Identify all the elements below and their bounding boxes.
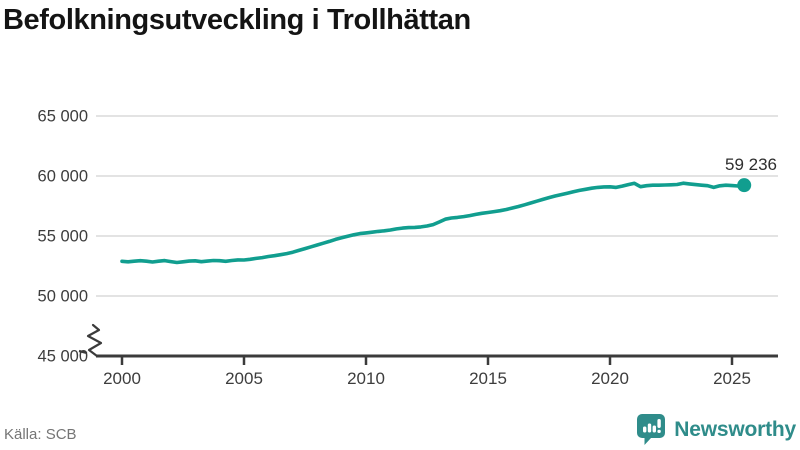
newsworthy-bars-speech-bubble-icon: [637, 414, 666, 445]
axis-break-icon: [86, 323, 103, 358]
x-axis-label: 2015: [469, 369, 507, 388]
data-line: [120, 181, 747, 265]
x-axis-label: 2000: [103, 369, 141, 388]
y-axis-label: 55 000: [38, 228, 88, 246]
y-axis-label: 60 000: [38, 168, 88, 186]
axis-break-stub: [78, 349, 88, 355]
x-axis-label: 2005: [225, 369, 263, 388]
end-point-marker: [737, 178, 752, 193]
x-axis-label: 2020: [591, 369, 629, 388]
x-axis-label: 2025: [713, 369, 751, 388]
population-line-chart: 45 000 50 000 55 000 60 000 65 000 2000 2005 20…: [38, 108, 778, 388]
newsworthy-logo: Newsworthy: [637, 414, 796, 445]
x-axis-label: 2010: [347, 369, 385, 388]
last-value-annotation: 59 236: [725, 155, 777, 174]
y-axis-label: 50 000: [38, 288, 88, 306]
newsworthy-logo-text: Newsworthy: [674, 417, 796, 441]
chart-title: Befolkningsutveckling i Trollhättan: [3, 4, 471, 36]
y-axis-label: 65 000: [38, 108, 88, 126]
y-axis-label: 45 000: [38, 348, 88, 366]
source-label: Källa: SCB: [4, 426, 77, 443]
